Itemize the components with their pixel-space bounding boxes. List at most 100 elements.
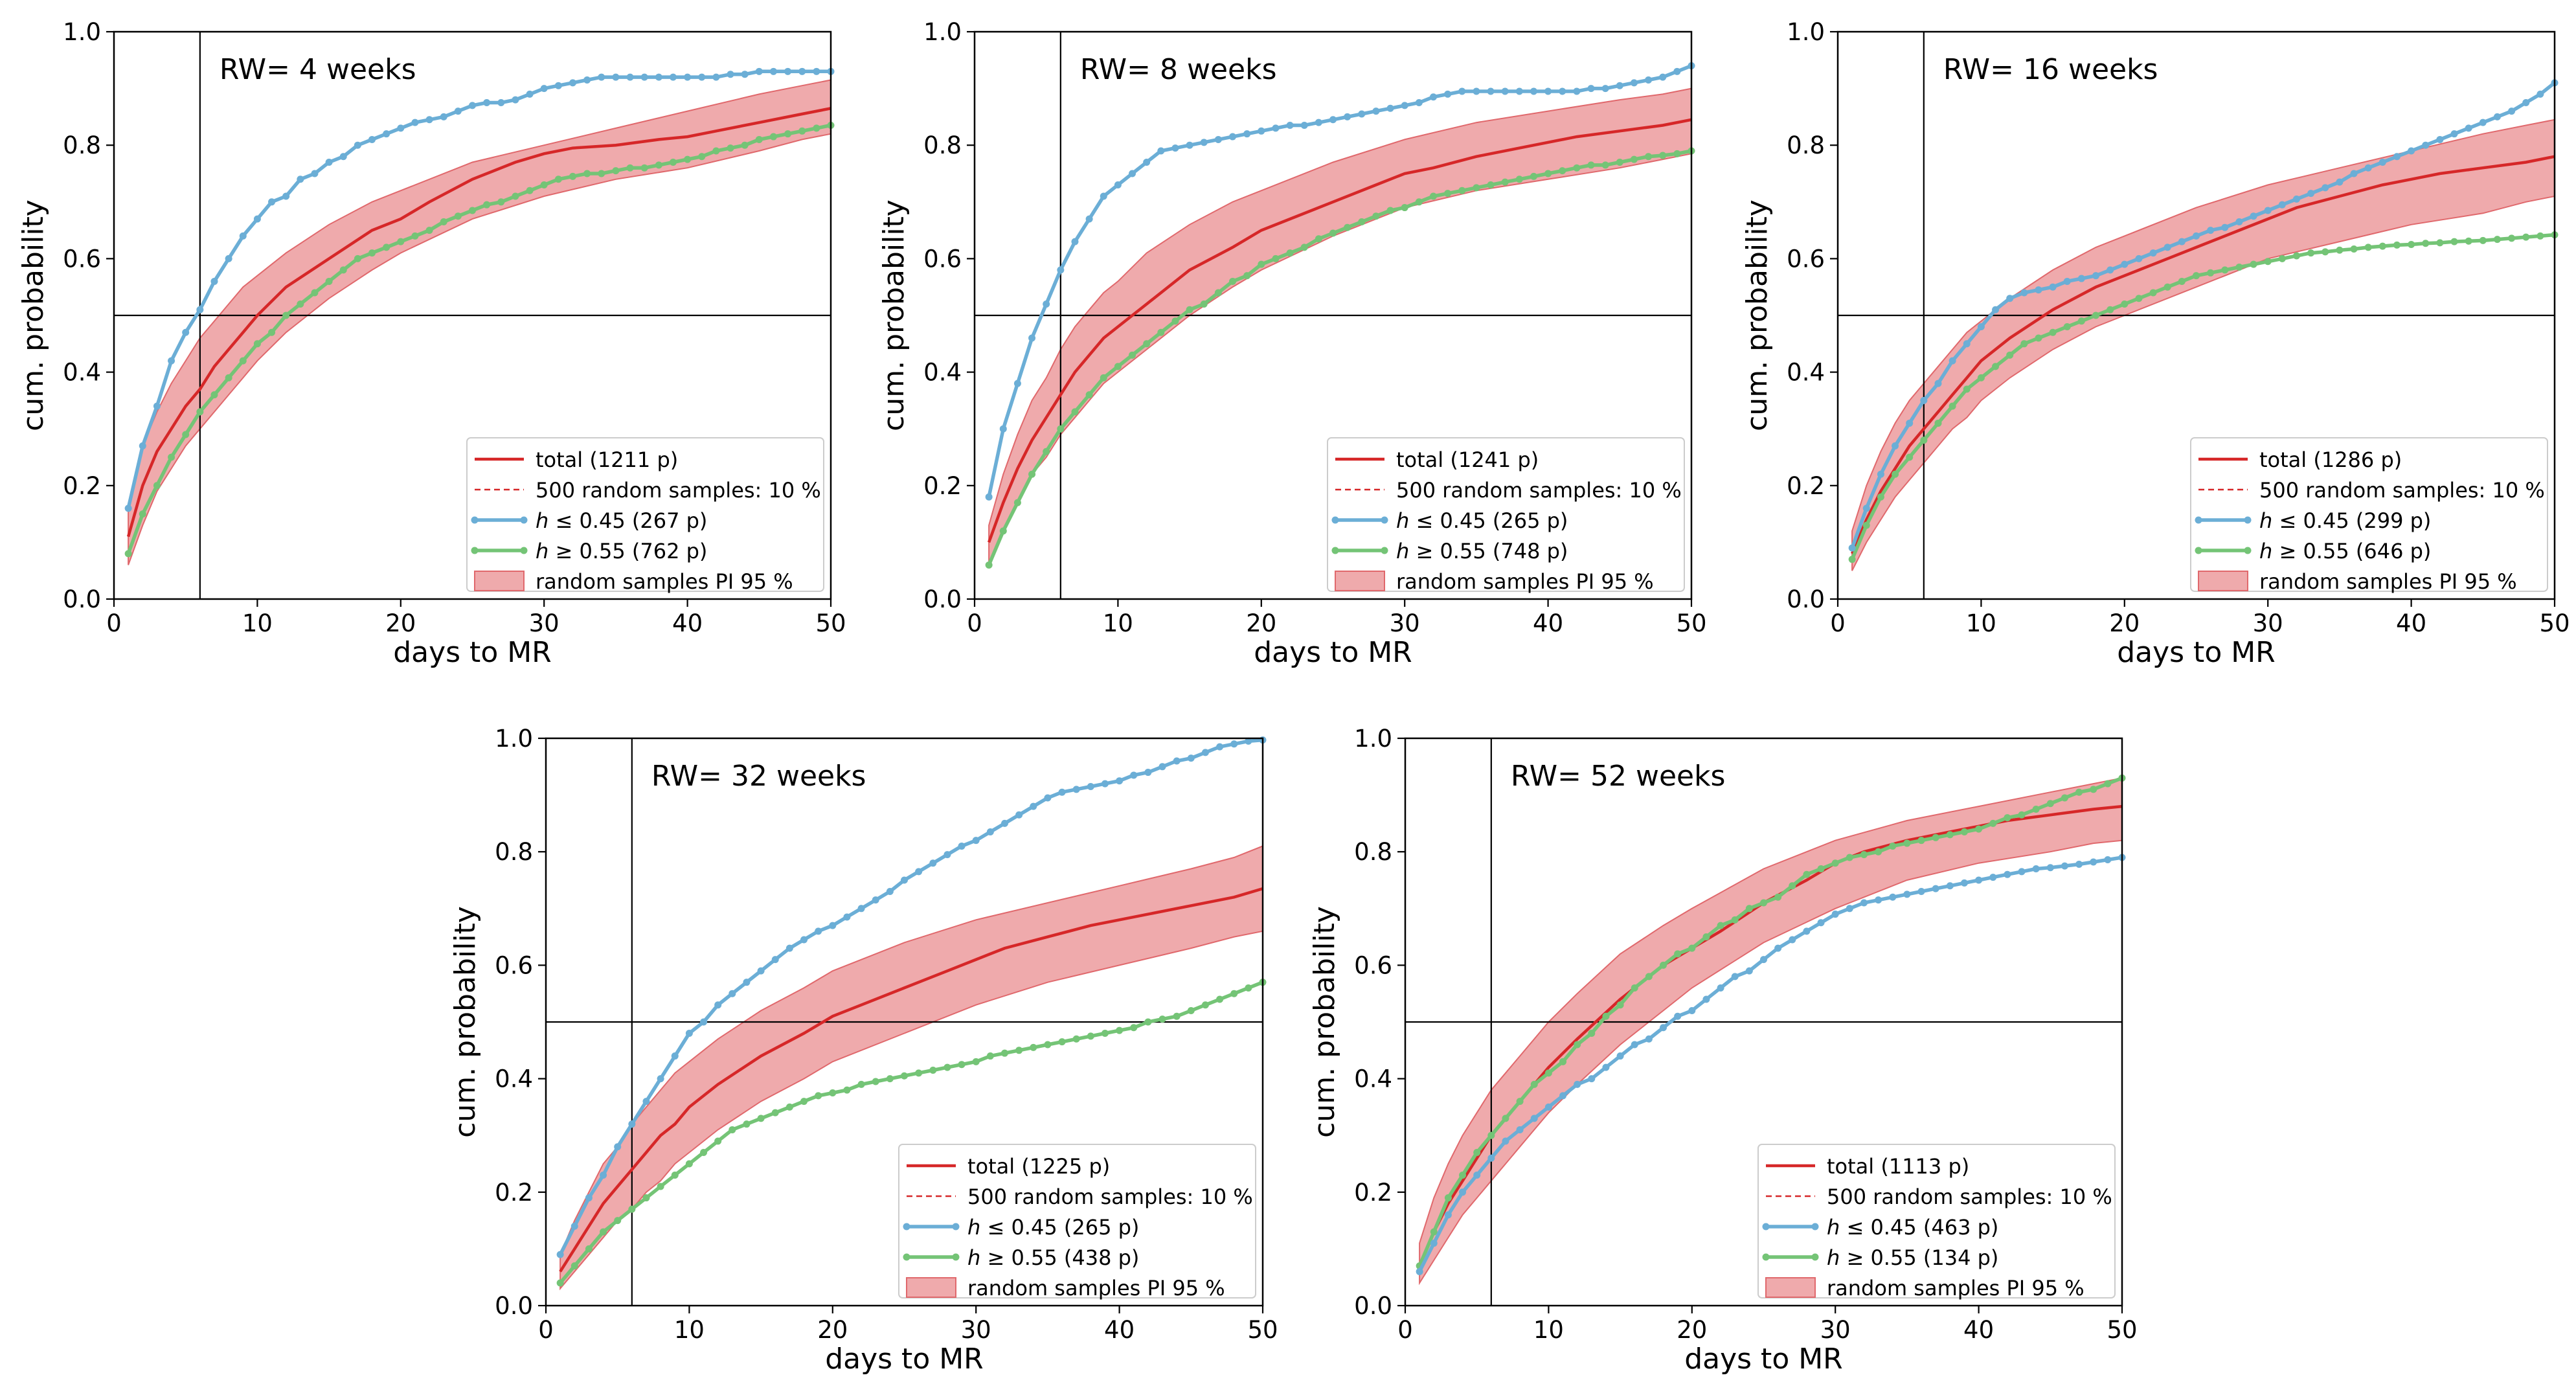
x-tick-label: 50 — [1676, 609, 1706, 637]
y-axis-label: cum. probability — [1741, 199, 1774, 431]
series-high-h-point — [1660, 961, 1667, 969]
series-high-h-point — [684, 155, 692, 163]
series-low-h-point — [282, 192, 290, 200]
series-high-h-point — [614, 1217, 622, 1225]
x-axis-label: days to MR — [825, 1343, 984, 1376]
series-low-h-point — [1659, 73, 1667, 81]
series-low-h-point — [1645, 76, 1653, 84]
series-low-h-point — [1949, 357, 1956, 365]
x-tick-label: 40 — [1104, 1316, 1135, 1344]
series-high-h-point — [1530, 1080, 1538, 1088]
legend-entry: total (1113 p) — [1766, 1154, 1969, 1179]
series-low-h-point — [1674, 1012, 1682, 1020]
series-low-h-point — [1087, 782, 1094, 790]
legend-label-text: 500 random samples: 10 % — [967, 1185, 1253, 1209]
series-low-h-point — [196, 306, 204, 313]
series-high-h-point — [2336, 246, 2344, 254]
series-high-h-point — [483, 201, 491, 209]
series-high-h-point — [1386, 207, 1394, 214]
series-low-h-point — [1415, 99, 1423, 106]
series-high-h-point — [2092, 312, 2100, 319]
series-high-h-point — [1200, 300, 1208, 308]
y-tick-label: 0.4 — [495, 1065, 533, 1093]
series-low-h-point — [440, 113, 447, 120]
series-low-h-point — [1745, 967, 1753, 975]
series-low-h-point — [1300, 122, 1308, 130]
series-high-h-point — [196, 408, 204, 416]
legend-label: h ≥ 0.55 (748 p) — [1396, 539, 1568, 563]
legend-label-symbol: h — [1396, 539, 1409, 563]
series-low-h-point — [1992, 306, 2000, 313]
series-high-h-point — [2121, 300, 2129, 308]
legend-label: total (1286 p) — [2259, 448, 2402, 472]
series-low-h-point — [714, 1001, 722, 1009]
series-high-h-point — [2135, 295, 2143, 302]
series-low-h-point — [2090, 858, 2097, 866]
series-low-h-point — [1171, 144, 1179, 152]
series-low-h-point — [225, 255, 232, 262]
series-low-h-point — [1487, 1154, 1495, 1162]
series-low-h-point — [857, 905, 865, 913]
legend-label-symbol: h — [1396, 508, 1409, 533]
series-low-h-point — [1989, 874, 1997, 881]
x-tick-label: 50 — [2107, 1316, 2137, 1344]
series-low-h-point — [2107, 266, 2114, 274]
legend-label-symbol: h — [2259, 508, 2272, 533]
series-high-h-point — [1645, 973, 1653, 981]
rw-annotation: RW= 32 weeks — [651, 760, 866, 793]
series-low-h-point — [497, 99, 505, 106]
series-high-h-point — [1515, 176, 1523, 183]
y-tick-label: 0.6 — [1354, 951, 1392, 979]
series-high-h-point — [1157, 328, 1165, 336]
series-low-h-point — [712, 73, 720, 81]
series-high-h-point — [757, 1115, 765, 1122]
series-high-h-point — [139, 510, 146, 518]
series-high-h-point — [1631, 984, 1638, 992]
legend-swatch-marker — [1762, 1223, 1770, 1231]
legend-label-text: total (1211 p) — [536, 448, 678, 472]
series-total-line — [1851, 155, 2555, 554]
series-high-h-point — [556, 1279, 564, 1287]
series-low-h-point — [1917, 888, 1925, 896]
series-low-h-point — [640, 73, 648, 81]
series-high-h-point — [2322, 248, 2329, 256]
series-low-h-point — [1258, 127, 1265, 135]
series-high-h-point — [1516, 1098, 1524, 1106]
series-high-h-point — [800, 1098, 808, 1106]
series-high-h-point — [1214, 289, 1222, 297]
legend-entry: total (1286 p) — [2198, 448, 2402, 472]
x-tick-label: 0 — [1830, 609, 1846, 637]
y-tick-label: 0.0 — [1787, 585, 1825, 613]
legend-swatch-marker — [1811, 1223, 1819, 1231]
series-low-h-point — [1631, 1041, 1638, 1049]
series-low-h-point — [368, 135, 376, 143]
series-low-h-point — [526, 90, 534, 98]
series-high-h-point — [886, 1075, 894, 1083]
series-low-h-point — [1906, 419, 1914, 427]
series-low-h-point — [1660, 1024, 1667, 1032]
series-low-h-point — [1444, 90, 1452, 98]
y-tick-label: 0.2 — [63, 472, 101, 500]
series-low-h-point — [1877, 470, 1884, 478]
series-low-h-point — [2077, 275, 2085, 282]
series-high-h-point — [1862, 521, 1870, 529]
legend-label: h ≥ 0.55 (438 p) — [967, 1245, 1139, 1270]
series-high-h-point — [2061, 794, 2068, 802]
series-high-h-point — [2046, 800, 2054, 808]
series-low-h-point — [2063, 277, 2071, 285]
series-high-h-point — [1602, 1012, 1610, 1020]
series-low-h-point — [1717, 984, 1724, 992]
series-low-h-point — [626, 73, 634, 81]
series-high-h-point — [685, 1160, 693, 1168]
series-high-h-point — [411, 232, 419, 240]
series-high-h-point — [339, 266, 347, 274]
series-high-h-point — [2250, 260, 2257, 268]
series-high-h-point — [2049, 328, 2057, 336]
series-low-h-point — [2004, 870, 2011, 878]
plot-frame — [1404, 737, 2123, 1307]
series-high-h-point — [2235, 264, 2243, 271]
series-low-h-point — [2422, 141, 2430, 149]
legend-label: 500 random samples: 10 % — [536, 478, 821, 503]
legend-entry: h ≥ 0.55 (762 p) — [471, 539, 707, 563]
series-high-h-point — [1415, 198, 1423, 206]
